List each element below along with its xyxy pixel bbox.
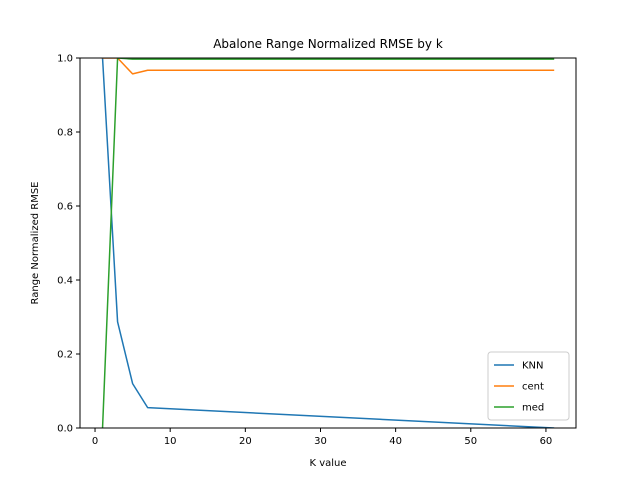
legend-label-med: med xyxy=(522,403,544,414)
x-tick-label: 40 xyxy=(389,436,402,447)
y-tick-label: 0.6 xyxy=(57,202,73,213)
series-line-med xyxy=(101,58,555,428)
y-tick-label: 0.0 xyxy=(57,424,73,435)
y-tick-label: 0.2 xyxy=(57,350,73,361)
y-tick-label: 1.0 xyxy=(57,54,73,65)
x-tick-label: 60 xyxy=(540,436,553,447)
legend-label-knn: KNN xyxy=(522,361,544,372)
y-axis: 0.0 0.2 0.4 0.6 0.8 1.0 xyxy=(57,54,80,435)
series-line-cent xyxy=(101,58,555,75)
x-tick-label: 30 xyxy=(314,436,327,447)
y-tick-label: 0.4 xyxy=(57,276,73,287)
y-axis-label: Range Normalized RMSE xyxy=(30,181,41,304)
legend-box xyxy=(487,351,570,421)
x-tick-label: 20 xyxy=(239,436,252,447)
x-axis: 0 10 20 30 40 50 60 xyxy=(92,428,552,447)
plot-frame xyxy=(79,57,577,429)
chart-title: Abalone Range Normalized RMSE by k xyxy=(213,37,443,51)
series-group xyxy=(101,58,555,428)
x-axis-label: K value xyxy=(309,458,346,469)
y-tick-label: 0.8 xyxy=(57,128,73,139)
series-line-knn xyxy=(101,58,555,428)
legend: KNN cent med xyxy=(487,351,570,421)
x-tick-label: 0 xyxy=(92,436,98,447)
legend-label-cent: cent xyxy=(522,382,544,393)
x-tick-label: 10 xyxy=(164,436,177,447)
x-tick-label: 50 xyxy=(464,436,477,447)
